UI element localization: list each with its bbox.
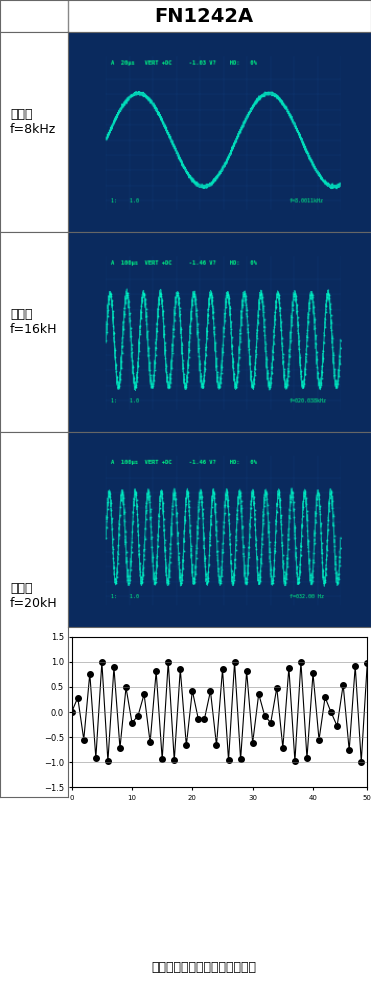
- Text: FN1242A: FN1242A: [154, 7, 254, 26]
- Text: 正弦波
f=8kHz: 正弦波 f=8kHz: [10, 108, 56, 136]
- Text: 正弦波
f=16kH: 正弦波 f=16kH: [10, 308, 58, 336]
- Text: 正弦波
f=20kH: 正弦波 f=20kH: [10, 582, 58, 610]
- Text: 実際の入力信号は上図の通り。: 実際の入力信号は上図の通り。: [151, 960, 257, 973]
